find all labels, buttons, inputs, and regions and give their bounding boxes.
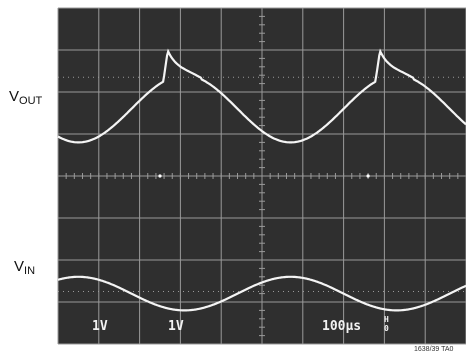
timebase-label: 100µs [322,319,361,334]
reference-marker [158,174,162,178]
vout-channel-label: VOUT [9,88,43,107]
trace-vout [57,48,466,144]
trace-vin [57,275,466,312]
timebase-suffix: H [384,315,389,324]
reference-marker [366,174,370,178]
ch2-scale-label: 1V [168,319,184,334]
ch1-scale-label: 1V [92,319,108,334]
center-axis-ticks [57,7,466,345]
figure-id: 1638/39 TA0 [414,346,454,353]
traces [57,48,466,312]
vin-channel-label: VIN [14,258,36,277]
timebase-suffix-2: 0 [384,324,389,333]
